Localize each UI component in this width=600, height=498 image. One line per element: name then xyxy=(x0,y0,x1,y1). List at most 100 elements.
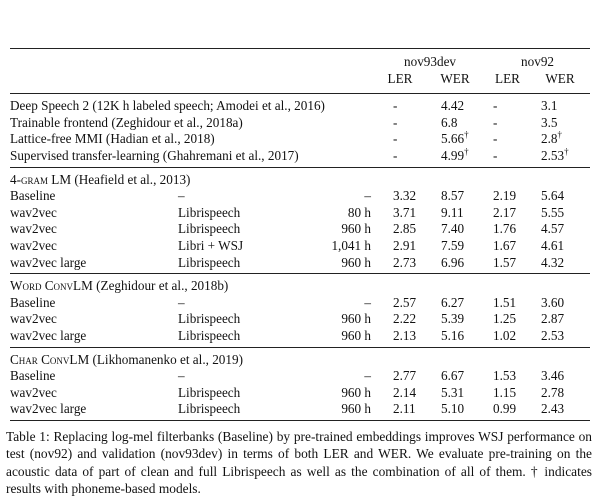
value-cell: 4.61 xyxy=(541,237,565,253)
table-body: Deep Speech 2 (12K h labeled speech; Amo… xyxy=(10,93,591,421)
value-cell: 1.53 xyxy=(493,368,517,384)
model-cell: Baseline xyxy=(10,368,56,384)
value-cell: 2.14 xyxy=(393,384,417,400)
table-row: Supervised transfer-learning (Ghahremani… xyxy=(10,146,590,167)
amount-cell: 960 h xyxy=(341,311,371,327)
model-cell: wav2vec xyxy=(10,204,57,220)
model-cell: wav2vec xyxy=(10,237,57,253)
value-cell: 6.8 xyxy=(441,114,458,130)
value: 2.53 xyxy=(541,147,565,163)
value-cell: - xyxy=(493,114,498,130)
value-cell: 7.59 xyxy=(441,237,465,253)
table-row: wav2vec Librispeech 960 h 2.14 5.31 1.15 2.78 xyxy=(10,385,590,402)
value-cell: - xyxy=(493,147,498,163)
value-cell: 4.42 xyxy=(425,93,486,115)
value-cell: 2.13 xyxy=(393,327,417,343)
value-cell: 3.5 xyxy=(541,114,558,130)
value-cell: 7.40 xyxy=(441,221,465,237)
model-cell: wav2vec large xyxy=(10,401,87,417)
citation: (Zeghidour et al., 2018b) xyxy=(96,278,229,294)
value-cell: 1.25 xyxy=(493,311,517,327)
value-cell: 1.67 xyxy=(493,237,517,253)
value-cell: 8.57 xyxy=(441,188,465,204)
rule-cell xyxy=(10,420,591,421)
table-row: wav2vec Librispeech 960 h 2.22 5.39 1.25 2.87 xyxy=(10,311,590,328)
value-cell: 2.53† xyxy=(530,146,590,167)
table-header: nov93dev nov92 LER WER LER WER xyxy=(10,47,591,94)
value-cell: 2.11 xyxy=(393,401,416,417)
value: 2.8 xyxy=(541,131,558,147)
value-cell: 1.02 xyxy=(493,327,517,343)
section-title: 4-gram LM (Heafield et al., 2013) xyxy=(10,166,591,189)
value-cell: 5.31 xyxy=(441,384,465,400)
citation: (Heafield et al., 2013) xyxy=(74,171,191,187)
value-cell: 6.96 xyxy=(441,254,465,270)
value-cell: 2.77 xyxy=(393,368,417,384)
table-row: Trainable frontend (Zeghidour et al., 20… xyxy=(10,115,590,132)
model-name: Trainable frontend (Zeghidour et al., 20… xyxy=(10,114,243,130)
value-cell: 3.71 xyxy=(393,204,417,220)
data-cell: Librispeech xyxy=(178,221,241,237)
value-cell: 1.76 xyxy=(493,221,517,237)
footnote-mark: † xyxy=(557,129,563,140)
footnote-mark: † xyxy=(464,129,469,140)
amount-cell: – xyxy=(364,294,371,310)
value-cell: 0.99 xyxy=(493,401,517,417)
value-cell: 5.64 xyxy=(541,188,565,204)
value-cell: - xyxy=(375,93,425,115)
table-row: Baseline – – 3.32 8.57 2.19 5.64 xyxy=(10,188,590,205)
data-cell: Libri + WSJ xyxy=(178,237,244,253)
value-cell: 2.87 xyxy=(541,311,565,327)
value-cell: - xyxy=(485,93,531,115)
value-cell: 5.39 xyxy=(441,311,465,327)
value-cell: 4.32 xyxy=(541,254,565,270)
footnote-mark: † xyxy=(564,146,569,157)
table-row: wav2vec Libri + WSJ 1,041 h 2.91 7.59 1.67 4.6… xyxy=(10,238,590,255)
section-title: Char ConvLM (Likhomanenko et al., 2019) xyxy=(10,346,591,369)
value-cell: - xyxy=(393,131,398,147)
header-row: LER WER LER WER xyxy=(10,71,590,94)
amount-cell: – xyxy=(364,368,371,384)
amount-cell: – xyxy=(364,188,371,204)
group-header: nov92 xyxy=(485,47,591,71)
data-cell: – xyxy=(178,188,185,204)
data-cell: Librispeech xyxy=(178,384,241,400)
section-title: Word ConvLM (Zeghidour et al., 2018b) xyxy=(10,273,591,295)
table-row: wav2vec Librispeech 960 h 2.85 7.40 1.76 4.57 xyxy=(10,221,590,238)
value-cell: 2.19 xyxy=(493,188,517,204)
value-cell: 2.57 xyxy=(393,294,417,310)
value-cell: 4.57 xyxy=(541,221,565,237)
value-cell: 2.91 xyxy=(393,237,417,253)
value-cell: 6.67 xyxy=(441,368,465,384)
amount-cell: 960 h xyxy=(341,254,371,270)
value-cell: - xyxy=(393,147,398,163)
model-name: Supervised transfer-learning (Ghahremani… xyxy=(10,147,299,163)
amount-cell: 1,041 h xyxy=(331,237,371,253)
value-cell: 2.53 xyxy=(541,327,565,343)
table-row: Deep Speech 2 (12K h labeled speech; Amo… xyxy=(10,93,591,115)
value-cell: 3.1 xyxy=(530,93,591,115)
amount-cell: 80 h xyxy=(347,204,371,220)
model-cell: wav2vec xyxy=(10,384,57,400)
model-name: Lattice-free MMI (Hadian et al., 2018) xyxy=(10,131,215,147)
lm-name: 4-gram LM xyxy=(10,171,72,187)
amount-cell: 960 h xyxy=(341,221,371,237)
table-row: Lattice-free MMI (Hadian et al., 2018) -5… xyxy=(10,129,590,148)
table-row: wav2vec large Librispeech 960 h 2.11 5.10 0.9… xyxy=(10,401,590,420)
value-cell: 5.10 xyxy=(441,401,465,417)
table-row: Baseline – – 2.77 6.67 1.53 3.46 xyxy=(10,368,590,385)
amount-cell: 960 h xyxy=(341,401,371,417)
value-cell: 6.27 xyxy=(441,294,465,310)
value-cell: 1.57 xyxy=(493,254,517,270)
value-cell: 2.43 xyxy=(541,401,565,417)
data-cell: – xyxy=(178,294,185,310)
metric-header: WER xyxy=(545,70,575,86)
data-cell: Librispeech xyxy=(178,311,241,327)
section-header-row: Char ConvLM (Likhomanenko et al., 2019) xyxy=(10,346,591,369)
value-cell: 5.55 xyxy=(541,204,565,220)
group-header: nov93dev xyxy=(375,47,486,71)
value: 4.99 xyxy=(441,147,465,163)
bottom-rule xyxy=(10,420,591,421)
section-header-row: 4-gram LM (Heafield et al., 2013) xyxy=(10,166,591,189)
